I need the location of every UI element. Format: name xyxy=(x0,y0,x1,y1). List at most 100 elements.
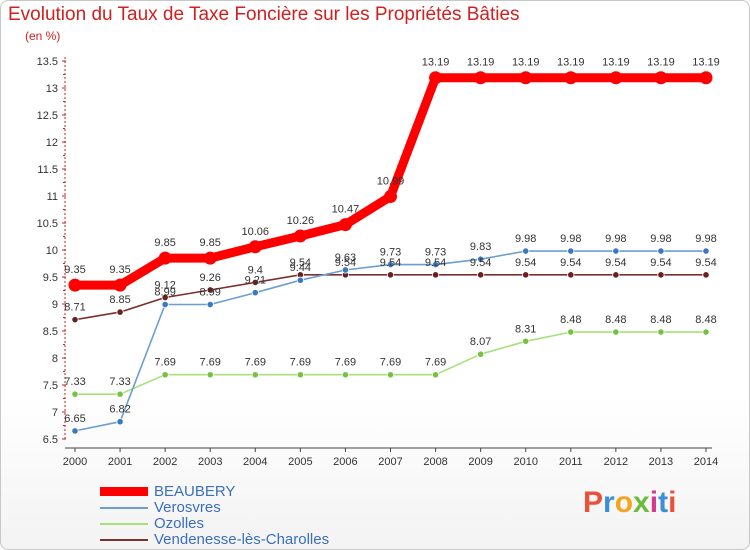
x-tick-label: 2006 xyxy=(333,456,357,468)
data-point[interactable] xyxy=(522,247,530,255)
data-point[interactable] xyxy=(702,271,710,279)
legend-swatch xyxy=(100,507,148,509)
data-point[interactable] xyxy=(699,71,713,85)
data-point[interactable] xyxy=(431,260,440,269)
data-point[interactable] xyxy=(522,337,530,345)
data-point[interactable] xyxy=(612,247,620,255)
data-point[interactable] xyxy=(386,371,395,379)
data-label: 9.12 xyxy=(154,280,175,292)
data-point[interactable] xyxy=(702,247,710,255)
data-point[interactable] xyxy=(341,266,350,274)
data-point[interactable] xyxy=(206,371,214,379)
data-label: 10.99 xyxy=(377,176,405,188)
legend-label: Verosvres xyxy=(154,499,221,516)
data-label: 8.85 xyxy=(109,294,130,306)
data-point[interactable] xyxy=(567,271,575,279)
legend-label: BEAUBERY xyxy=(154,483,236,500)
data-point[interactable] xyxy=(203,251,217,265)
data-point[interactable] xyxy=(612,328,620,336)
data-point[interactable] xyxy=(431,271,440,279)
data-point[interactable] xyxy=(251,289,259,297)
data-labels: 9.35 9.35 9.85 9.85 10.06 10.26 10.47 10.99 13.1… xyxy=(64,57,719,425)
data-point[interactable] xyxy=(68,278,82,292)
data-label: 9.54 xyxy=(650,257,671,269)
data-point[interactable] xyxy=(338,218,352,232)
data-label: 9.54 xyxy=(515,257,536,269)
x-tick-label: 2001 xyxy=(108,456,132,468)
data-point[interactable] xyxy=(477,271,485,279)
y-tick-label: 8.5 xyxy=(43,326,58,338)
data-point[interactable] xyxy=(474,71,488,85)
data-label: 13.19 xyxy=(692,57,720,69)
data-point[interactable] xyxy=(657,271,665,279)
series-layer xyxy=(68,71,713,435)
logo-letter: x xyxy=(633,486,650,519)
data-label: 9.54 xyxy=(605,257,626,269)
data-label: 8.31 xyxy=(515,323,536,335)
data-point[interactable] xyxy=(113,278,127,292)
data-point[interactable] xyxy=(71,390,79,398)
y-tick-label: 13.5 xyxy=(37,56,58,68)
data-point[interactable] xyxy=(431,371,440,379)
data-point[interactable] xyxy=(612,271,620,279)
data-point[interactable] xyxy=(341,371,350,379)
data-label: 9.98 xyxy=(605,233,626,245)
data-point[interactable] xyxy=(386,271,395,279)
data-point[interactable] xyxy=(251,278,259,286)
data-label: 7.69 xyxy=(245,357,266,369)
data-point[interactable] xyxy=(116,418,124,426)
data-point[interactable] xyxy=(296,276,304,284)
data-point[interactable] xyxy=(567,247,575,255)
data-point[interactable] xyxy=(519,71,533,85)
legend-swatch xyxy=(100,523,148,525)
series-beaubery xyxy=(68,71,713,292)
data-point[interactable] xyxy=(296,371,304,379)
data-point[interactable] xyxy=(116,308,124,316)
y-tick-label: 7 xyxy=(52,407,58,419)
data-label: 9.85 xyxy=(200,237,221,249)
data-point[interactable] xyxy=(161,371,169,379)
x-tick-label: 2012 xyxy=(604,456,628,468)
data-point[interactable] xyxy=(71,427,79,435)
data-label: 9.54 xyxy=(380,257,401,269)
data-label: 7.69 xyxy=(154,357,175,369)
data-label: 10.47 xyxy=(332,204,360,216)
data-point[interactable] xyxy=(522,271,530,279)
data-point[interactable] xyxy=(161,300,169,309)
data-point[interactable] xyxy=(609,71,623,85)
data-point[interactable] xyxy=(657,328,665,336)
data-label: 8.48 xyxy=(695,314,716,326)
data-point[interactable] xyxy=(293,229,307,243)
data-label: 7.69 xyxy=(290,357,311,369)
data-label: 9.83 xyxy=(470,241,491,253)
data-point[interactable] xyxy=(71,316,79,324)
logo-letter: t xyxy=(658,486,669,519)
data-point[interactable] xyxy=(161,293,169,302)
legend-swatch xyxy=(100,487,148,496)
data-point[interactable] xyxy=(386,260,395,269)
data-point[interactable] xyxy=(702,328,710,336)
data-label: 13.19 xyxy=(422,57,450,69)
data-point[interactable] xyxy=(206,286,214,294)
y-unit-label: (en %) xyxy=(25,29,61,43)
data-point[interactable] xyxy=(657,247,665,255)
data-point[interactable] xyxy=(206,300,214,309)
data-point[interactable] xyxy=(248,240,262,254)
data-point[interactable] xyxy=(384,190,397,204)
data-point[interactable] xyxy=(477,350,485,358)
data-label: 13.19 xyxy=(512,57,540,69)
data-point[interactable] xyxy=(158,251,172,265)
data-label: 13.19 xyxy=(557,57,585,69)
data-label: 8.48 xyxy=(560,314,581,326)
data-label: 13.19 xyxy=(467,57,495,69)
data-point[interactable] xyxy=(564,71,578,85)
data-point[interactable] xyxy=(477,255,485,263)
data-point[interactable] xyxy=(429,71,443,85)
data-point[interactable] xyxy=(654,71,668,85)
logo-letter: i xyxy=(668,486,677,519)
data-point[interactable] xyxy=(251,371,259,379)
data-point[interactable] xyxy=(567,328,575,336)
data-point[interactable] xyxy=(116,390,124,398)
x-tick-label: 2002 xyxy=(153,456,177,468)
series-vendenesse-l-s-charolles xyxy=(71,271,710,324)
